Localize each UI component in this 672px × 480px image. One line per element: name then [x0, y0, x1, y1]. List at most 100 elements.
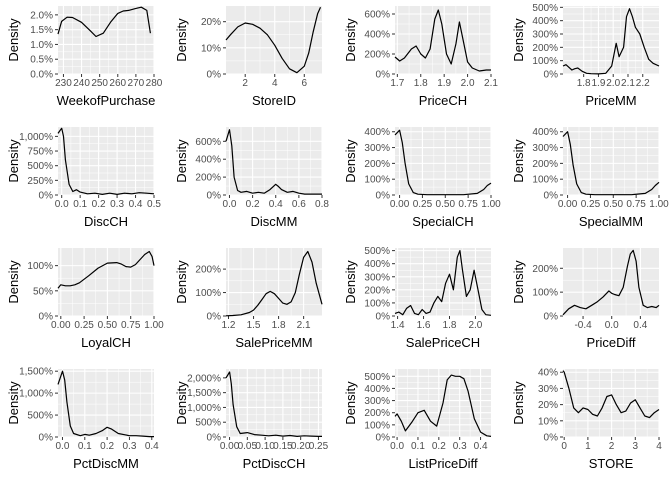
x-tick-label: 0.50 — [98, 320, 118, 331]
x-axis-title: SalePriceCH — [406, 335, 480, 350]
x-tick-label: 0.1 — [78, 441, 92, 452]
y-tick-label: 30% — [538, 384, 558, 395]
x-tick-label: 1.9 — [437, 78, 451, 89]
density-curve — [394, 9, 491, 72]
density-curve — [225, 250, 323, 317]
x-tick-label: 0.50 — [436, 199, 456, 210]
x-tick-label: 2.1 — [484, 78, 498, 89]
density-curve — [562, 8, 660, 75]
density-panel-store: 0% 10% 20% 30% 40% 0 1 2 3 4 STORE Density — [511, 368, 662, 471]
y-axis-title: Density — [6, 260, 21, 304]
y-tick-label: 0% — [39, 312, 54, 323]
panel-background — [226, 6, 322, 74]
y-tick-label: 500% — [27, 411, 53, 422]
y-tick-label: 500% — [27, 161, 53, 172]
y-tick-label: 0.5% — [30, 55, 53, 66]
panel-background — [395, 6, 491, 74]
x-tick-label: 0.1 — [73, 199, 87, 210]
x-axis-title: PctDiscMM — [73, 456, 139, 471]
y-tick-label: 0% — [207, 191, 222, 202]
x-tick-label: 1.00 — [649, 199, 669, 210]
y-tick-label: 0% — [376, 433, 391, 444]
y-tick-label: 0% — [544, 70, 559, 81]
y-tick-label: 50% — [33, 286, 53, 297]
y-tick-label: 200% — [364, 408, 390, 419]
density-panel-discmm: 0% 200% 400% 600% 0.0 0.2 0.4 0.6 0.8 DiscMM Densi… — [174, 127, 329, 229]
y-tick-label: 0% — [39, 433, 54, 444]
density-panel-storeid: 0% 10% 20% 2 4 6 StoreID Density — [174, 6, 322, 108]
x-axis-title: SalePriceMM — [235, 335, 312, 350]
density-curve — [394, 129, 492, 196]
y-tick-label: 0% — [376, 70, 391, 81]
y-tick-label: 300% — [364, 396, 390, 407]
y-tick-label: 100% — [364, 420, 390, 431]
x-tick-label: 1.5 — [247, 320, 261, 331]
x-tick-label: 2.1 — [621, 78, 635, 89]
x-tick-label: 0.4 — [145, 441, 159, 452]
density-curve — [57, 370, 154, 438]
y-tick-label: 2,000% — [187, 373, 221, 384]
x-tick-label: 2 — [609, 441, 615, 452]
x-tick-label: 0.1 — [411, 441, 425, 452]
density-panel-pricediff: 0% 100% 200% -0.4 0.0 0.4 PriceDiff Density — [511, 248, 660, 350]
x-tick-label: 0.10 — [255, 441, 275, 452]
y-tick-label: 100% — [27, 261, 53, 272]
x-tick-label: 250 — [91, 78, 108, 89]
y-tick-label: 1,000% — [19, 389, 53, 400]
x-tick-label: 1 — [585, 441, 591, 452]
y-tick-label: 200% — [195, 173, 221, 184]
y-tick-label: 400% — [532, 16, 558, 27]
density-curve — [57, 127, 155, 195]
y-tick-label: 400% — [532, 127, 558, 138]
y-tick-label: 0% — [544, 433, 559, 444]
x-tick-label: 240 — [73, 78, 90, 89]
y-tick-label: 400% — [364, 30, 390, 41]
y-tick-label: 20% — [538, 400, 558, 411]
x-tick-label: 0.00 — [558, 199, 578, 210]
x-tick-label: 0.2 — [100, 441, 114, 452]
panel-background — [563, 6, 659, 74]
x-tick-label: 1.8 — [414, 78, 428, 89]
density-panel-pctdiscmm: 0% 500% 1,000% 1,500% 0.0 0.1 0.2 0.3 0.4 PctDisc… — [6, 367, 159, 471]
density-curve — [562, 131, 660, 196]
panel-background — [58, 369, 154, 437]
panel-background — [563, 369, 659, 437]
x-axis-title: DiscCH — [84, 214, 128, 229]
y-tick-label: 300% — [364, 143, 390, 154]
y-tick-label: 10% — [201, 43, 221, 54]
x-tick-label: 0.3 — [453, 441, 467, 452]
x-tick-label: 0.75 — [458, 199, 478, 210]
x-tick-label: 0.00 — [390, 199, 410, 210]
x-tick-label: 0.00 — [51, 320, 71, 331]
density-panel-salepricech: 0% 100% 200% 300% 400% 500% 1.4 1.6 1.8 2.0 SalePr… — [343, 246, 492, 350]
x-tick-label: 0.0 — [605, 320, 619, 331]
y-tick-label: 100% — [532, 175, 558, 186]
y-tick-label: 2.0% — [30, 10, 53, 21]
density-curve — [225, 129, 322, 195]
y-tick-label: 600% — [364, 10, 390, 21]
x-tick-label: 0.5 — [147, 199, 161, 210]
y-tick-label: 500% — [364, 246, 390, 257]
y-tick-label: 0% — [207, 433, 222, 444]
density-panel-discch: 0% 250% 500% 750% 1,000% 0.0 0.1 0.2 0.3 0.4 0.5 Di… — [6, 127, 161, 229]
y-tick-label: 200% — [364, 159, 390, 170]
density-curve — [57, 6, 151, 38]
y-tick-label: 400% — [364, 127, 390, 138]
x-tick-label: 0.2 — [246, 199, 260, 210]
x-tick-label: 0.05 — [238, 441, 258, 452]
y-axis-title: Density — [511, 381, 526, 425]
y-tick-label: 300% — [532, 30, 558, 41]
density-panel-pctdiscch: 0% 500% 1,000% 1,500% 2,000% 0.000.050.100.15… — [174, 369, 329, 471]
y-axis-title: Density — [511, 18, 526, 62]
x-axis-title: DiscMM — [251, 214, 298, 229]
x-tick-label: 1.8 — [577, 78, 591, 89]
x-tick-label: 1.6 — [417, 320, 431, 331]
x-tick-label: 4 — [272, 78, 278, 89]
x-tick-label: 0.25 — [74, 320, 94, 331]
x-tick-label: 0.50 — [604, 199, 624, 210]
y-tick-label: 300% — [364, 272, 390, 283]
y-tick-label: 100% — [532, 288, 558, 299]
y-tick-label: 100% — [195, 288, 221, 299]
x-tick-label: 0.75 — [121, 320, 141, 331]
